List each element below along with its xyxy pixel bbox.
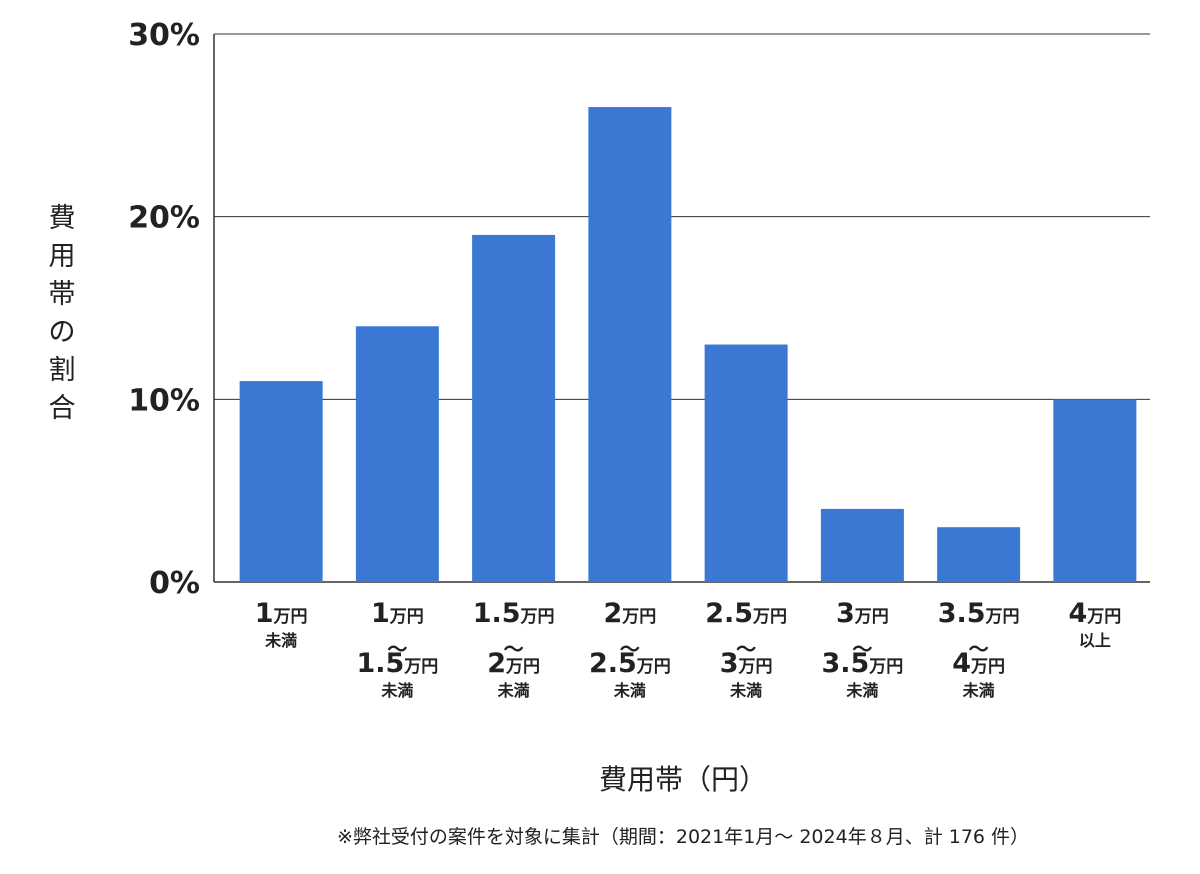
y-axis-label-char: の — [48, 317, 76, 348]
y-axis-label-char: 費 — [48, 203, 76, 234]
x-tick-label-line: 4万円 — [952, 648, 1005, 679]
x-tick-label-line: 〜 — [387, 637, 407, 661]
bar — [239, 381, 323, 582]
x-tick-label-line: 〜 — [620, 637, 640, 661]
grid-lines — [213, 33, 1150, 583]
bars — [239, 107, 1137, 583]
x-tick-labels: 1万円未満1万円〜1.5万円未満1.5万円〜2万円未満2万円〜2.5万円未満2.… — [255, 598, 1122, 700]
x-tick-label-line: 1万円 — [255, 598, 308, 629]
y-tick-label: 30% — [128, 18, 200, 53]
x-tick-label-line: 未満 — [845, 681, 878, 700]
x-tick-label-line: 3万円 — [836, 598, 889, 629]
x-tick-label-line: 1万円 — [371, 598, 424, 629]
bar — [704, 344, 788, 582]
bar — [472, 234, 556, 582]
x-axis-label: 費用帯（円） — [598, 763, 767, 796]
x-tick-label-line: 4万円 — [1068, 598, 1121, 629]
x-tick-label-line: 3万円 — [720, 648, 773, 679]
x-tick-label-line: 2.5万円 — [705, 598, 787, 629]
x-tick-label-line: 1.5万円 — [473, 598, 555, 629]
x-tick-label-line: 2万円 — [487, 648, 540, 679]
x-tick-label-line: 〜 — [969, 637, 989, 661]
y-axis-label-char: 割 — [48, 355, 76, 386]
bar — [588, 107, 672, 583]
x-tick-label-line: 未満 — [962, 681, 995, 700]
x-tick-label-line: 2.5万円 — [589, 648, 671, 679]
x-tick-label-line: 3.5万円 — [821, 648, 903, 679]
y-tick-label: 0% — [149, 566, 200, 601]
y-axis-label: 費用帯の割合 — [44, 200, 80, 428]
footnote: ※弊社受付の案件を対象に集計（期間：2021年1月〜 2024年８月、計 176… — [336, 826, 1030, 848]
x-tick-label-line: 〜 — [736, 637, 756, 661]
x-tick-label-line: 未満 — [380, 681, 413, 700]
bar — [355, 326, 439, 582]
x-tick-label-line: 〜 — [852, 637, 872, 661]
y-axis-label-char: 帯 — [48, 279, 76, 310]
y-tick-label: 10% — [128, 383, 200, 418]
x-tick-label-line: 以上 — [1079, 631, 1111, 650]
x-tick-label-line: 3.5万円 — [938, 598, 1020, 629]
bar — [820, 508, 904, 582]
y-axis-label-char: 用 — [48, 241, 76, 272]
x-tick-label-line: 1.5万円 — [356, 648, 438, 679]
y-axis-label-char: 合 — [48, 393, 76, 424]
x-tick-label-line: 未満 — [497, 681, 530, 700]
x-tick-label-line: 未満 — [264, 631, 297, 650]
bar — [1053, 399, 1137, 582]
x-tick-label-line: 〜 — [504, 637, 524, 661]
y-tick-labels: 0% 10% 20% 30% — [128, 18, 200, 601]
x-tick-label-line: 2万円 — [603, 598, 656, 629]
x-tick-label-line: 未満 — [729, 681, 762, 700]
y-tick-label: 20% — [128, 201, 200, 236]
bar — [937, 527, 1021, 582]
x-tick-label-line: 未満 — [613, 681, 646, 700]
